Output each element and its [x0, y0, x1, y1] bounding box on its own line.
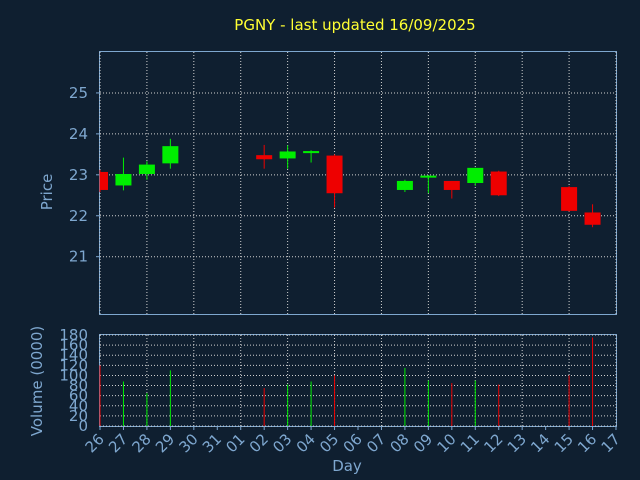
x-tick-label: 05	[316, 430, 342, 456]
candle-body	[115, 173, 132, 186]
x-tick-label: 03	[269, 430, 295, 456]
candle-body	[420, 175, 437, 178]
x-tick-label: 13	[504, 430, 530, 456]
candle-body	[490, 171, 507, 196]
x-tick-label: 16	[574, 430, 600, 456]
volume-tick-label: 180	[59, 326, 88, 344]
x-axis-label: Day	[332, 457, 362, 475]
candle-body	[326, 155, 343, 194]
candle-body	[138, 164, 155, 174]
candle-body	[100, 171, 108, 190]
x-tick-label: 06	[340, 430, 366, 456]
price-tick-label: 23	[69, 166, 88, 184]
candle-body	[162, 146, 179, 164]
x-tick-label: 01	[222, 430, 248, 456]
x-tick-label: 30	[175, 430, 201, 456]
price-grid	[99, 52, 617, 314]
chart-title: PGNY - last updated 16/09/2025	[234, 16, 475, 34]
candle-body	[584, 212, 601, 225]
x-tick-label: 10	[433, 430, 459, 456]
volume-tick-label: 60	[69, 387, 88, 405]
volume-axis-label: Volume (0000)	[28, 326, 46, 436]
price-tick-label: 21	[69, 248, 88, 266]
candle-body	[303, 151, 320, 154]
x-tick-label: 31	[199, 430, 225, 456]
x-tick-label: 04	[293, 430, 319, 456]
volume-tick-label: 100	[59, 366, 88, 384]
price-y-ticks: 21 22 23 24 25	[69, 84, 100, 266]
x-tick-label: 09	[410, 430, 436, 456]
price-tick-label: 25	[69, 84, 88, 102]
candle-body	[561, 187, 578, 211]
candle-body	[467, 167, 484, 183]
x-tick-label: 07	[363, 430, 389, 456]
volume-tick-label: 40	[69, 397, 88, 415]
x-tick-label: 27	[105, 430, 131, 456]
candle-body	[256, 155, 273, 160]
x-tick-label: 11	[457, 430, 483, 456]
candle-body	[443, 180, 460, 190]
price-panel: 21 22 23 24 25 Price	[38, 51, 617, 315]
candle-body	[279, 151, 296, 159]
x-tick-label: 28	[129, 430, 155, 456]
volume-bars	[99, 337, 594, 426]
price-tick-label: 24	[69, 125, 88, 143]
price-axis-label: Price	[38, 174, 56, 211]
volume-tick-label: 0	[78, 417, 88, 435]
volume-tick-label: 160	[59, 336, 88, 354]
x-tick-label: 17	[598, 430, 624, 456]
price-tick-label: 22	[69, 207, 88, 225]
x-tick-label: 14	[527, 430, 553, 456]
price-plot-frame	[99, 51, 617, 315]
x-tick-label: 15	[551, 430, 577, 456]
volume-tick-label: 20	[69, 407, 88, 425]
volume-tick-label: 140	[59, 346, 88, 364]
x-tick-label: 29	[152, 430, 178, 456]
candles	[99, 138, 601, 228]
x-tick-label: 12	[480, 430, 506, 456]
x-tick-label: 02	[246, 430, 272, 456]
x-tick-label: 08	[387, 430, 413, 456]
volume-plot-frame	[99, 334, 617, 427]
volume-tick-label: 120	[59, 356, 88, 374]
candle-body	[396, 180, 413, 190]
x-ticks: 2627282930310102030405060708091011121314…	[82, 426, 624, 456]
volume-tick-label: 80	[69, 377, 88, 395]
